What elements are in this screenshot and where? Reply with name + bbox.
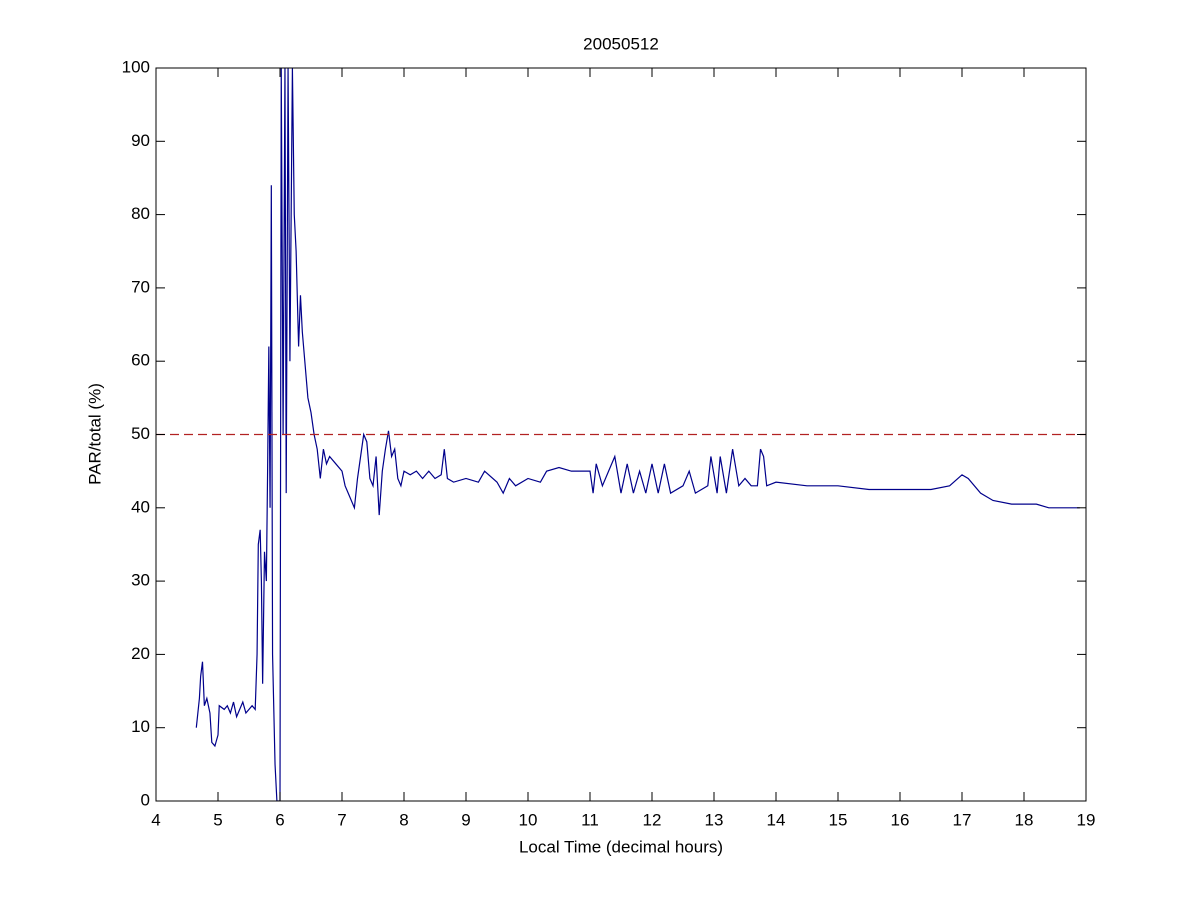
x-tick-label: 9 [461,810,470,829]
data-line [195,68,1080,801]
y-tick-label: 90 [131,131,150,150]
y-tick-label: 80 [131,204,150,223]
y-tick-label: 20 [131,644,150,663]
x-tick-label: 6 [275,810,284,829]
y-axis-label: PAR/total (%) [85,383,104,485]
x-tick-label: 19 [1077,810,1096,829]
x-tick-label: 5 [213,810,222,829]
x-tick-label: 13 [705,810,724,829]
x-axis-label: Local Time (decimal hours) [519,837,723,856]
y-tick-label: 70 [131,277,150,296]
y-tick-label: 60 [131,351,150,370]
x-tick-label: 7 [337,810,346,829]
chart-title: 20050512 [583,34,659,53]
x-tick-label: 17 [953,810,972,829]
x-tick-label: 18 [1015,810,1034,829]
y-tick-label: 10 [131,717,150,736]
x-tick-label: 11 [581,810,599,829]
x-tick-label: 14 [767,810,786,829]
y-tick-label: 40 [131,497,150,516]
x-tick-label: 8 [399,810,408,829]
x-tick-label: 4 [151,810,160,829]
x-tick-label: 15 [829,810,848,829]
y-tick-label: 30 [131,571,150,590]
y-tick-label: 0 [141,790,150,809]
y-tick-label: 50 [131,424,150,443]
y-tick-label: 100 [122,57,150,76]
x-tick-label: 16 [891,810,910,829]
plot-area [156,68,1086,801]
x-tick-label: 12 [643,810,662,829]
x-tick-label: 10 [519,810,538,829]
